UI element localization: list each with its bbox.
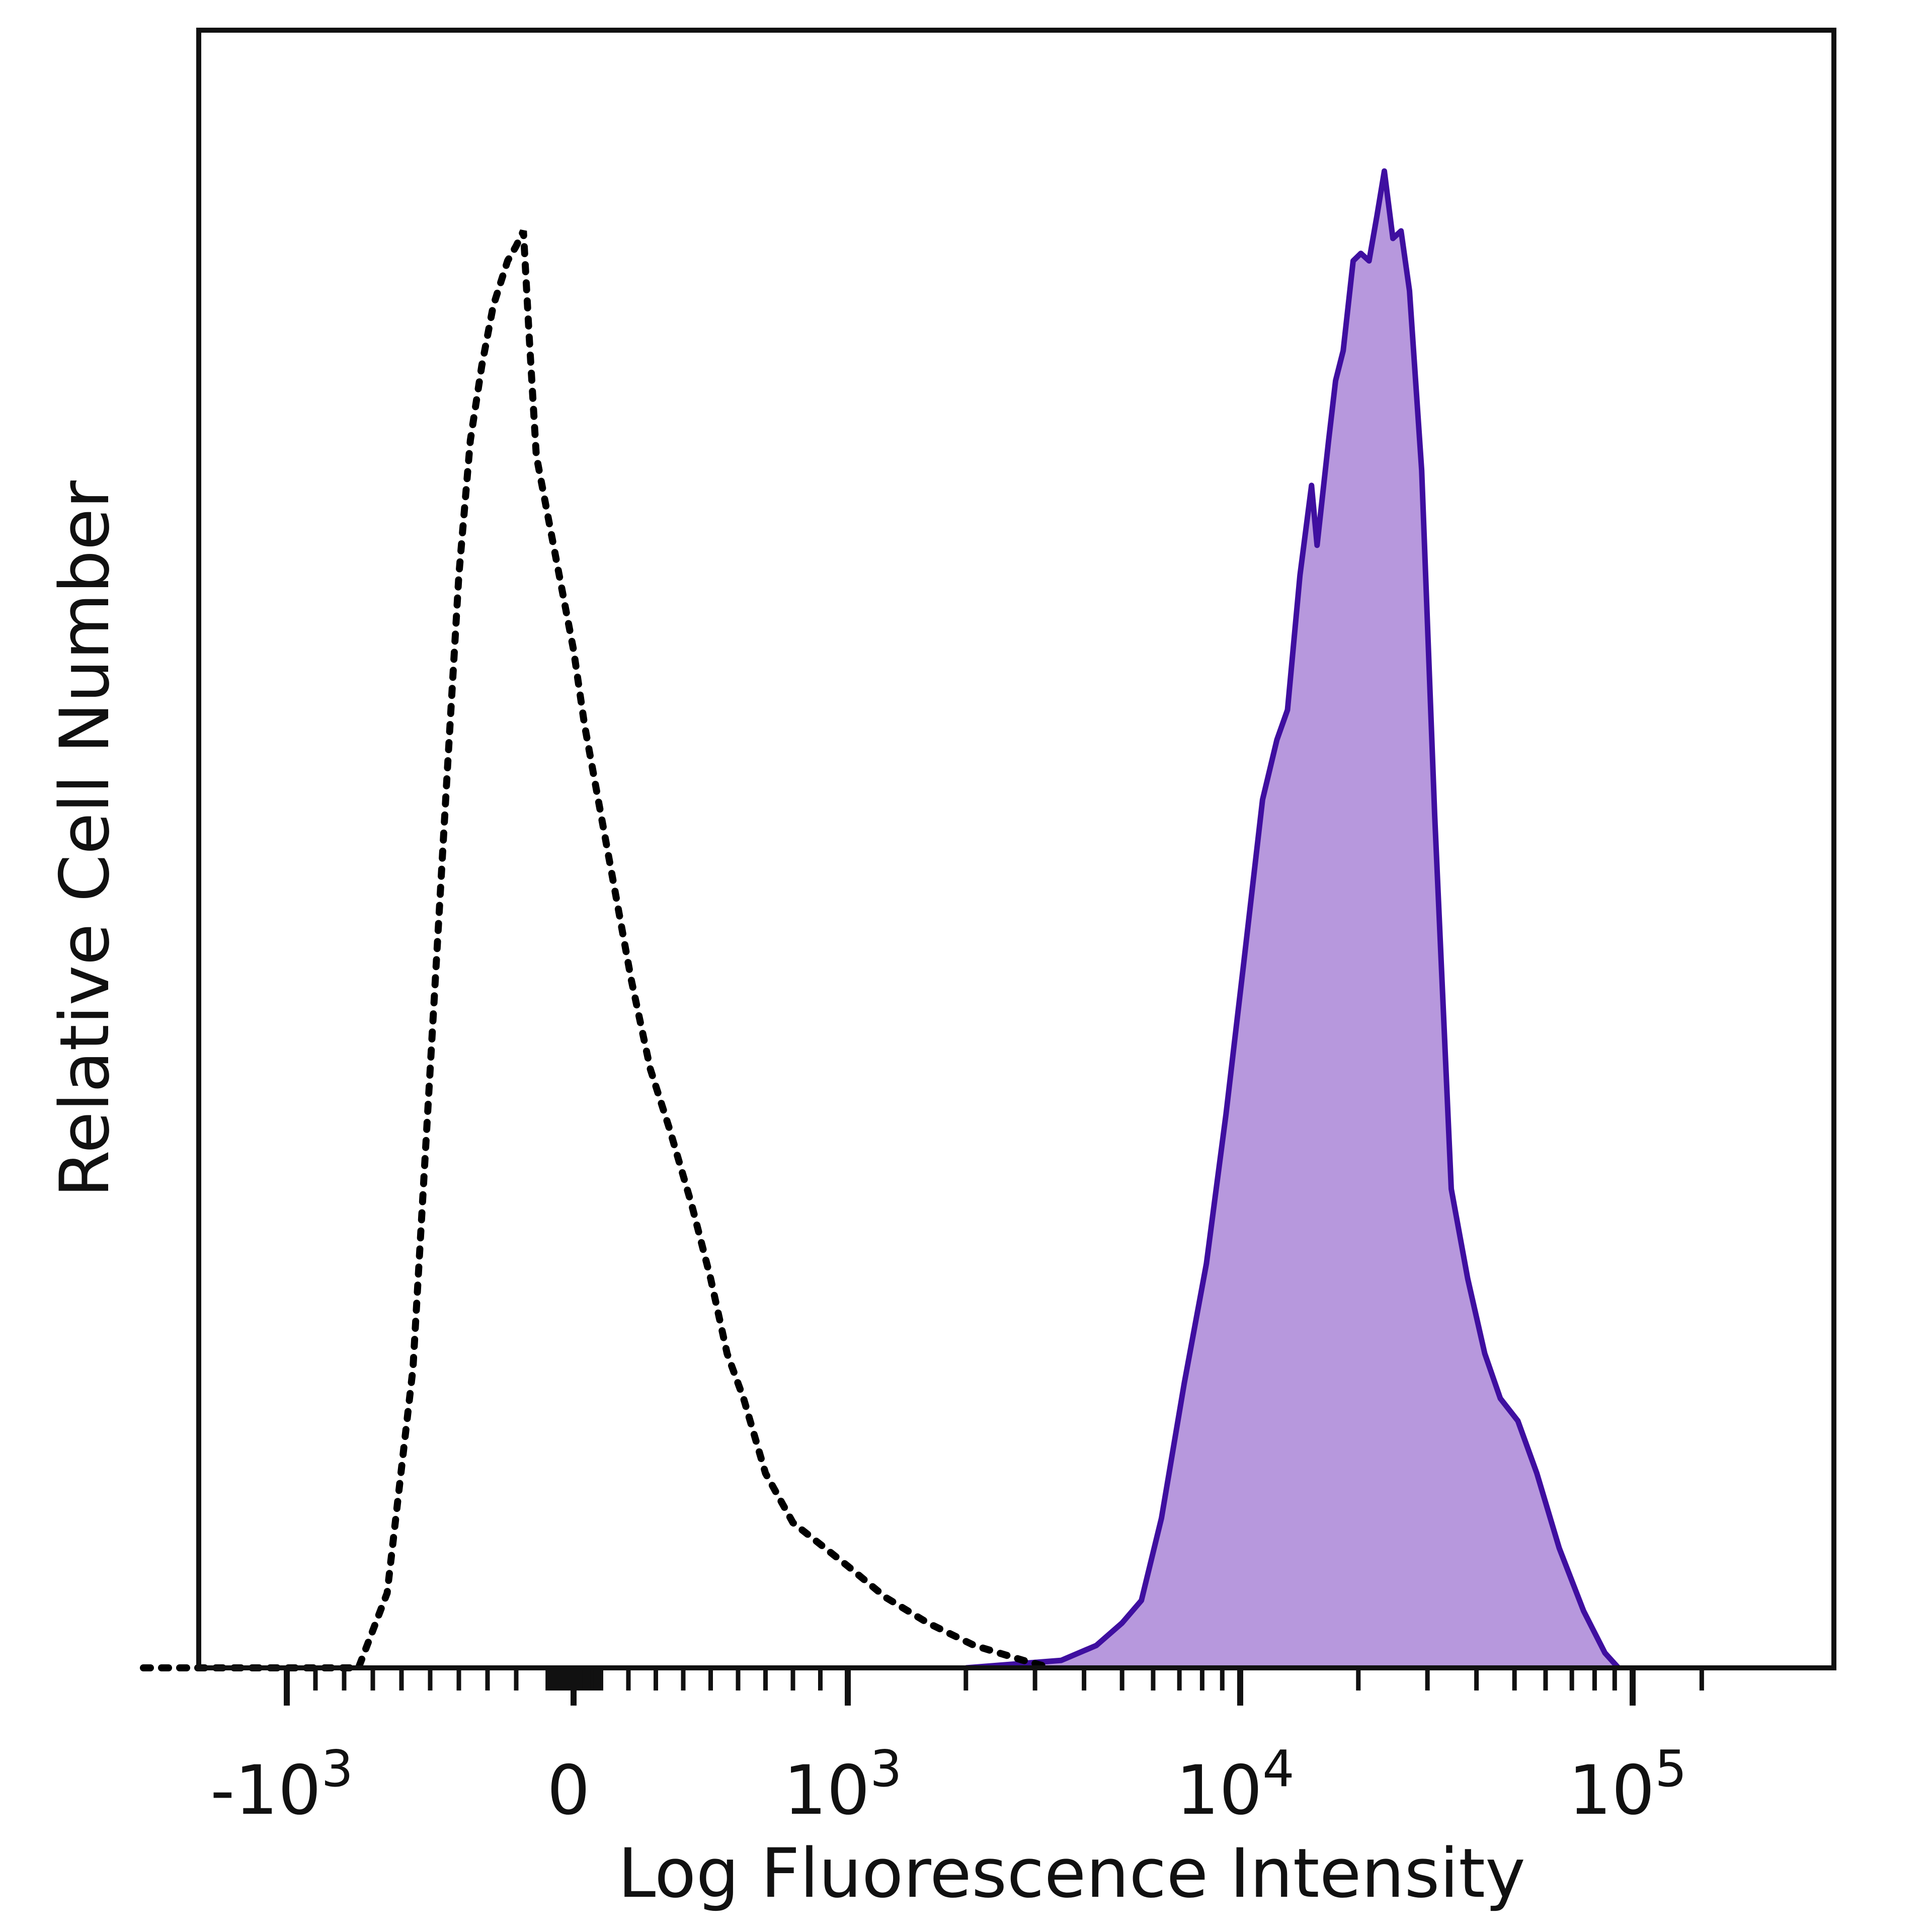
stained-histogram-area (965, 171, 1619, 1668)
plot-frame (196, 28, 1836, 1670)
x-axis-tick-label: 103 (783, 1739, 902, 1830)
x-axis-tick-labels: -103 0 103 104 105 (210, 1739, 1687, 1830)
y-axis-title: Relative Cell Number (45, 480, 124, 1197)
x-axis-tick-label: 105 (1568, 1739, 1686, 1830)
isotype-control-dotted-line (140, 229, 1055, 1671)
x-axis-minor-ticks (313, 1668, 1704, 1691)
x-axis-tick-label: 0 (547, 1751, 590, 1830)
x-axis-tick-label: -103 (210, 1739, 353, 1830)
x-axis-title: Log Fluorescence Intensity (618, 1834, 1525, 1913)
x-axis-tick-label: 104 (1176, 1739, 1294, 1830)
stained-histogram-outline (965, 168, 1621, 1671)
x-axis-major-ticks (284, 1668, 1636, 1706)
